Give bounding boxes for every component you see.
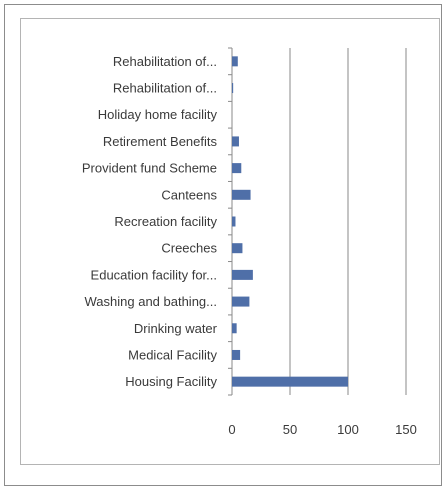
bar-13 (232, 56, 238, 67)
category-label: Education facility for... (91, 267, 217, 282)
x-tick-label-100: 100 (337, 422, 359, 437)
bar-10 (232, 136, 239, 147)
x-tick-label-150: 150 (395, 422, 417, 437)
category-label: Retirement Benefits (103, 134, 218, 149)
category-label: Canteens (161, 187, 217, 202)
category-label: Housing Facility (125, 374, 217, 389)
category-label: Provident fund Scheme (82, 161, 217, 176)
bar-2 (232, 349, 241, 360)
category-label: Washing and bathing... (85, 294, 218, 309)
category-label: Rehabilitation of... (113, 81, 217, 96)
bar-3 (232, 323, 237, 334)
x-tick-label-50: 50 (283, 422, 297, 437)
category-label: Medical Facility (128, 347, 217, 362)
category-label: Recreation facility (114, 214, 217, 229)
chart-outer-frame (4, 4, 442, 486)
bar-6 (232, 243, 243, 254)
chart-area-frame (20, 18, 440, 465)
bar-4 (232, 296, 250, 307)
bar-5 (232, 269, 253, 280)
bar-9 (232, 163, 242, 174)
bar-7 (232, 216, 236, 227)
category-label: Drinking water (134, 321, 218, 336)
x-tick-label-0: 0 (228, 422, 235, 437)
bar-12 (232, 83, 234, 94)
category-label: Creeches (161, 241, 217, 256)
bar-1 (232, 376, 348, 387)
bar-8 (232, 189, 251, 200)
category-label: Rehabilitation of... (113, 54, 217, 69)
category-label: Holiday home facility (98, 107, 218, 122)
